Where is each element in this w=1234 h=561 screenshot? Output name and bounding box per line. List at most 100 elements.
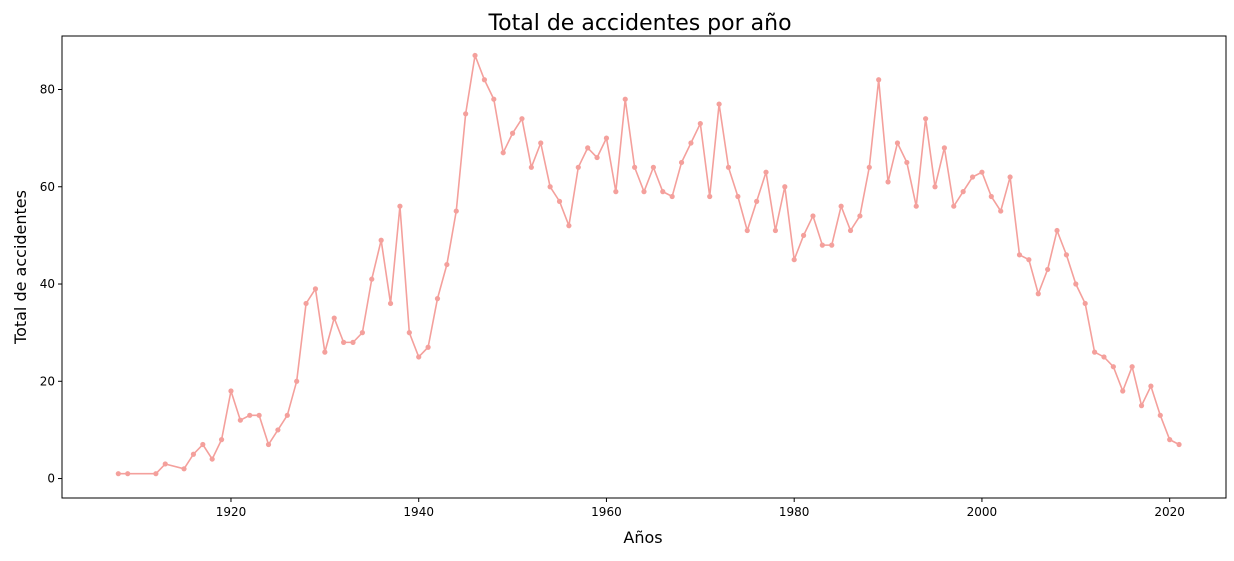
data-point bbox=[979, 169, 985, 175]
y-tick-label: 60 bbox=[40, 180, 55, 194]
data-point bbox=[810, 213, 816, 219]
data-point bbox=[697, 120, 703, 127]
data-point bbox=[1035, 291, 1041, 297]
data-point bbox=[1063, 252, 1070, 258]
data-point bbox=[800, 232, 807, 238]
data-point bbox=[1073, 281, 1079, 287]
data-point bbox=[162, 461, 168, 467]
x-tick-label: 2000 bbox=[967, 505, 998, 519]
x-tick-label: 1960 bbox=[591, 505, 622, 519]
data-point bbox=[969, 174, 976, 180]
data-point bbox=[660, 189, 666, 195]
data-point bbox=[876, 77, 882, 83]
data-point bbox=[585, 145, 591, 151]
data-point bbox=[181, 466, 187, 472]
data-point bbox=[115, 471, 121, 477]
data-point bbox=[998, 208, 1004, 214]
plot-frame bbox=[61, 35, 1227, 499]
data-point bbox=[772, 227, 779, 234]
data-point bbox=[190, 451, 197, 457]
data-point bbox=[200, 441, 206, 448]
data-point bbox=[463, 111, 469, 117]
data-point bbox=[1157, 412, 1163, 418]
data-point bbox=[735, 193, 741, 200]
data-point bbox=[894, 140, 901, 146]
data-point bbox=[923, 116, 929, 122]
data-point bbox=[397, 203, 403, 209]
data-point bbox=[303, 300, 309, 307]
x-tick-label: 2020 bbox=[1154, 505, 1185, 519]
x-tick-label: 1940 bbox=[403, 505, 434, 519]
data-point bbox=[725, 164, 732, 170]
data-point bbox=[951, 203, 957, 209]
data-point bbox=[284, 412, 290, 418]
data-point bbox=[707, 193, 713, 200]
data-point bbox=[857, 213, 863, 219]
data-point bbox=[622, 96, 628, 102]
data-point bbox=[265, 441, 272, 448]
y-axis-label: Total de accidentes bbox=[11, 190, 30, 345]
data-point bbox=[125, 471, 131, 477]
data-point bbox=[1138, 403, 1145, 409]
data-point bbox=[744, 227, 750, 234]
data-point bbox=[322, 349, 328, 355]
data-point bbox=[650, 164, 656, 170]
data-point bbox=[847, 227, 854, 234]
y-tick-label: 80 bbox=[40, 82, 55, 96]
data-point bbox=[538, 140, 544, 146]
data-point bbox=[1148, 383, 1154, 389]
y-tick-label: 0 bbox=[47, 472, 55, 486]
data-point bbox=[387, 300, 394, 307]
data-point bbox=[1101, 354, 1107, 360]
data-point bbox=[838, 203, 844, 209]
data-point bbox=[256, 412, 262, 418]
data-point bbox=[209, 456, 215, 462]
data-point bbox=[932, 184, 938, 190]
data-point bbox=[960, 189, 966, 195]
data-point bbox=[509, 130, 516, 136]
data-point bbox=[866, 164, 872, 170]
data-point bbox=[688, 140, 694, 146]
data-point bbox=[378, 237, 384, 243]
data-point bbox=[1016, 252, 1023, 258]
x-tick-label: 1980 bbox=[779, 505, 810, 519]
data-point bbox=[566, 223, 572, 229]
x-axis-label: Años bbox=[623, 528, 662, 547]
data-point bbox=[556, 198, 563, 204]
data-point bbox=[1054, 227, 1060, 234]
data-point bbox=[218, 437, 225, 443]
data-point bbox=[1026, 257, 1032, 263]
data-point bbox=[275, 427, 281, 433]
data-point bbox=[1091, 349, 1098, 355]
data-point bbox=[247, 412, 253, 418]
data-point bbox=[153, 471, 159, 477]
data-point bbox=[669, 193, 675, 200]
plot-area bbox=[115, 52, 1182, 477]
data-point bbox=[359, 330, 365, 336]
data-point bbox=[829, 242, 835, 248]
data-point bbox=[594, 154, 600, 161]
data-point bbox=[641, 189, 647, 195]
data-point bbox=[341, 339, 347, 345]
data-point bbox=[237, 417, 243, 423]
data-point bbox=[1007, 174, 1013, 180]
data-point bbox=[782, 184, 788, 190]
data-point bbox=[528, 164, 534, 170]
y-tick-label: 40 bbox=[40, 277, 55, 291]
data-point bbox=[716, 101, 722, 107]
data-point bbox=[425, 344, 431, 350]
data-point bbox=[678, 159, 685, 166]
x-tick-label: 1920 bbox=[216, 505, 247, 519]
data-point bbox=[1176, 441, 1182, 448]
data-point bbox=[575, 164, 581, 170]
data-point bbox=[228, 388, 234, 394]
data-point bbox=[1110, 364, 1116, 370]
y-axis: 0 20 40 60 80 bbox=[40, 82, 62, 486]
data-point bbox=[754, 198, 760, 204]
y-tick-label: 20 bbox=[40, 374, 55, 388]
data-point bbox=[613, 189, 619, 195]
data-point bbox=[632, 164, 638, 170]
data-point bbox=[913, 203, 919, 209]
